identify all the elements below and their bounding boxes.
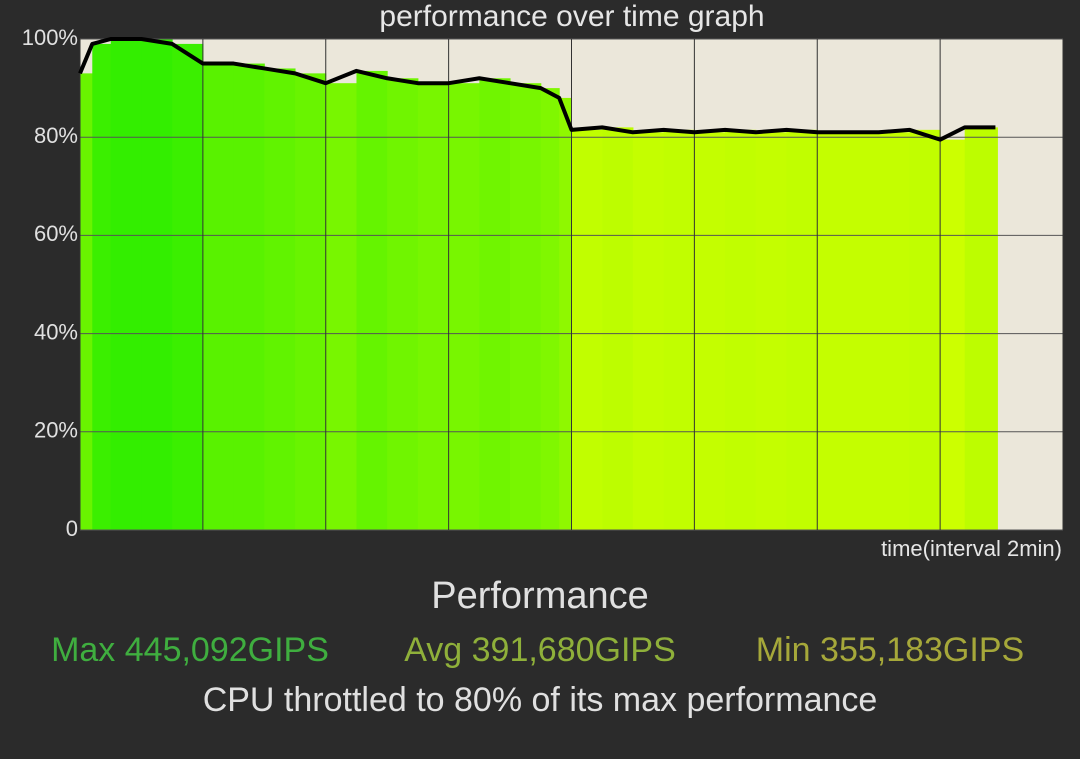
bar — [786, 129, 818, 530]
bar — [602, 127, 634, 530]
bar — [755, 132, 788, 531]
x-axis-label: time(interval 2min) — [881, 536, 1062, 561]
y-tick-label: 0 — [66, 516, 78, 541]
line — [78, 37, 996, 142]
bar — [356, 70, 388, 530]
bar — [909, 129, 941, 530]
bar — [80, 73, 93, 531]
y-tick-label: 40% — [34, 319, 78, 344]
bar — [92, 43, 112, 530]
message: CPU throttled to 80% of its max performa… — [203, 681, 878, 719]
avg-stat: Avg 391,680GIPS — [404, 631, 676, 669]
bar — [110, 39, 142, 530]
bar — [448, 83, 480, 530]
bar — [387, 78, 419, 530]
bar — [172, 43, 204, 530]
chart-title: performance over time graph — [379, 0, 764, 33]
bar — [995, 127, 998, 530]
y-tick-label: 60% — [34, 221, 78, 246]
bar — [878, 132, 910, 531]
bar — [233, 63, 265, 531]
bar — [663, 129, 695, 530]
bar — [141, 39, 173, 530]
y-tick-label: 80% — [34, 123, 78, 148]
bar — [964, 127, 996, 530]
bar — [940, 139, 966, 530]
bar — [559, 97, 572, 531]
bar — [632, 132, 665, 531]
bar — [540, 88, 560, 530]
bar — [417, 83, 450, 530]
summary-heading: Performance — [431, 575, 649, 617]
y-tick-label: 20% — [34, 418, 78, 443]
y-tick-label: 100% — [22, 25, 78, 50]
bar — [694, 132, 726, 531]
bar — [202, 63, 235, 531]
bar — [295, 73, 327, 531]
bar — [725, 129, 757, 530]
min-stat: Min 355,183GIPS — [756, 631, 1024, 669]
bar — [510, 83, 542, 530]
bar — [479, 78, 511, 530]
bar — [571, 129, 603, 530]
bar — [847, 132, 880, 531]
max-stat: Max 445,092GIPS — [51, 631, 329, 669]
bar — [325, 83, 357, 530]
bar — [264, 68, 296, 531]
bar — [817, 132, 849, 531]
